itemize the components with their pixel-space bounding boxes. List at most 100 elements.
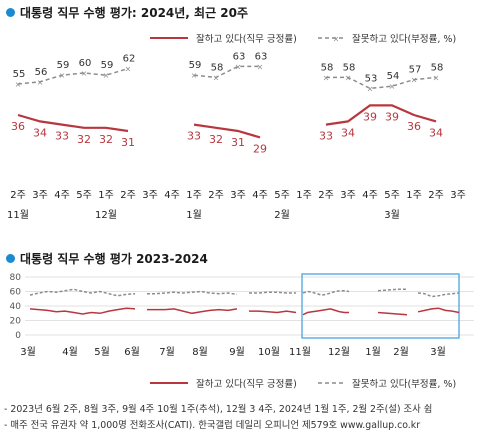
negative-point: × bbox=[367, 84, 374, 93]
x-tick-label: 5주 bbox=[384, 190, 400, 201]
negative-point: × bbox=[235, 62, 242, 71]
negative-data-label: 59 bbox=[189, 60, 202, 71]
y-tick-label: 80 bbox=[10, 273, 22, 283]
legend-positive-label: 잘하고 있다(직무 긍정률) bbox=[196, 378, 297, 390]
negative-data-label: 57 bbox=[409, 65, 422, 76]
month-label: 7월 bbox=[159, 346, 175, 358]
month-label: 11월 bbox=[289, 346, 311, 358]
footnote-1: - 2023년 6월 2주, 8월 3주, 9월 4주 10월 1주(추석), … bbox=[4, 404, 433, 415]
month-label: 10월 bbox=[258, 346, 280, 358]
month-label: 2월 bbox=[393, 346, 409, 358]
month-label: 1월 bbox=[186, 209, 202, 221]
negative-point: × bbox=[81, 69, 88, 78]
x-tick-label: 1주 bbox=[406, 190, 422, 201]
legend-negative-marker: × bbox=[333, 35, 340, 44]
positive-data-label: 32 bbox=[209, 133, 223, 146]
x-tick-label: 4주 bbox=[252, 190, 268, 201]
positive-series-line bbox=[417, 307, 460, 314]
x-tick-label: 3주 bbox=[32, 190, 48, 201]
positive-data-label: 33 bbox=[319, 130, 333, 143]
month-label: 12월 bbox=[328, 346, 350, 358]
negative-data-label: 58 bbox=[211, 62, 224, 73]
x-tick-label: 3주 bbox=[340, 190, 356, 201]
negative-point: × bbox=[323, 73, 330, 82]
negative-point: × bbox=[389, 82, 396, 91]
x-tick-label: 4주 bbox=[164, 190, 180, 201]
positive-series-line bbox=[249, 310, 297, 314]
negative-data-label: 59 bbox=[57, 60, 70, 71]
chart-2023-2024: 0 20 40 60 80 3월 4월 5월 6월 7월 8월 9월 10월 11월 12월 1월 2월 3월잘하… bbox=[10, 273, 474, 390]
positive-data-label: 36 bbox=[11, 120, 25, 133]
month-label: 12월 bbox=[95, 209, 117, 221]
negative-point: × bbox=[59, 71, 66, 80]
positive-data-label: 29 bbox=[253, 142, 267, 155]
negative-data-label: 55 bbox=[13, 69, 26, 80]
positive-data-label: 31 bbox=[121, 136, 135, 149]
bullet-icon bbox=[6, 254, 15, 263]
negative-series-line bbox=[17, 67, 129, 85]
y-tick-label: 0 bbox=[15, 331, 21, 341]
negative-data-label: 62 bbox=[123, 54, 136, 65]
positive-data-label: 36 bbox=[407, 120, 421, 133]
x-tick-label: 2주 bbox=[208, 190, 224, 201]
negative-data-label: 59 bbox=[101, 60, 114, 71]
month-label: 2월 bbox=[274, 209, 290, 221]
chart1-title: 대통령 직무 수행 평가: 2024년, 최근 20주 bbox=[6, 4, 248, 21]
negative-data-label: 58 bbox=[343, 62, 356, 73]
month-label: 3월 bbox=[430, 346, 446, 358]
month-label: 9월 bbox=[229, 346, 245, 358]
negative-series-line bbox=[417, 292, 460, 298]
positive-data-label: 34 bbox=[341, 126, 355, 139]
positive-series-line bbox=[302, 308, 349, 316]
negative-data-label: 63 bbox=[255, 51, 268, 62]
x-tick-label: 2주 bbox=[10, 190, 26, 201]
legend-positive-label: 잘하고 있다(직무 긍정률) bbox=[196, 33, 297, 45]
x-tick-label: 2주 bbox=[318, 190, 334, 201]
x-tick-label: 4주 bbox=[54, 190, 70, 201]
negative-point: × bbox=[257, 62, 264, 71]
positive-data-label: 33 bbox=[55, 130, 69, 143]
x-tick-label: 5주 bbox=[274, 190, 290, 201]
chart-recent-20-weeks: 잘하고 있다(직무 긍정률) × 잘못하고 있다(부정률, %)×55×56 ×59×… bbox=[7, 33, 466, 221]
x-tick-label: 3주 bbox=[230, 190, 246, 201]
positive-data-label: 32 bbox=[99, 133, 113, 146]
negative-point: × bbox=[15, 80, 22, 89]
legend-negative-label: 잘못하고 있다(부정률, %) bbox=[352, 378, 456, 390]
y-tick-label: 40 bbox=[10, 302, 22, 312]
positive-data-label: 39 bbox=[363, 110, 377, 123]
negative-point: × bbox=[191, 71, 198, 80]
negative-data-label: 60 bbox=[79, 58, 92, 69]
x-tick-label: 1주 bbox=[98, 190, 114, 201]
positive-data-label: 34 bbox=[33, 126, 47, 139]
positive-data-label: 34 bbox=[429, 126, 443, 139]
positive-data-label: 33 bbox=[187, 130, 201, 143]
x-tick-label: 3주 bbox=[450, 190, 466, 201]
month-label: 4월 bbox=[62, 346, 78, 358]
negative-data-label: 58 bbox=[321, 62, 334, 73]
negative-series-line bbox=[29, 288, 136, 297]
month-label: 1월 bbox=[365, 346, 381, 358]
negative-series-line bbox=[377, 288, 407, 292]
negative-data-label: 54 bbox=[387, 71, 400, 82]
month-label: 3월 bbox=[20, 346, 36, 358]
y-tick-label: 60 bbox=[10, 288, 22, 298]
positive-series-line bbox=[17, 113, 129, 133]
x-tick-label: 1주 bbox=[296, 190, 312, 201]
negative-series-line bbox=[302, 290, 350, 296]
footnote-2: - 매주 전국 유권자 약 1,000명 전화조사(CATI). 한국갤럽 데일… bbox=[4, 420, 421, 431]
month-label: 5월 bbox=[94, 346, 110, 358]
negative-series-line bbox=[193, 65, 260, 79]
negative-data-label: 56 bbox=[35, 67, 48, 78]
positive-series-line bbox=[325, 104, 437, 126]
positive-series-line bbox=[147, 308, 238, 315]
negative-point: × bbox=[125, 65, 132, 74]
negative-data-label: 58 bbox=[431, 62, 444, 73]
month-label: 3월 bbox=[384, 209, 400, 221]
negative-data-label: 63 bbox=[233, 51, 246, 62]
positive-data-label: 31 bbox=[231, 136, 245, 149]
month-label: 11월 bbox=[7, 209, 29, 221]
negative-point: × bbox=[433, 73, 440, 82]
legend-negative-label: 잘못하고 있다(부정률, %) bbox=[352, 33, 456, 45]
negative-series-line bbox=[249, 291, 296, 294]
x-tick-label: 3주 bbox=[142, 190, 158, 201]
